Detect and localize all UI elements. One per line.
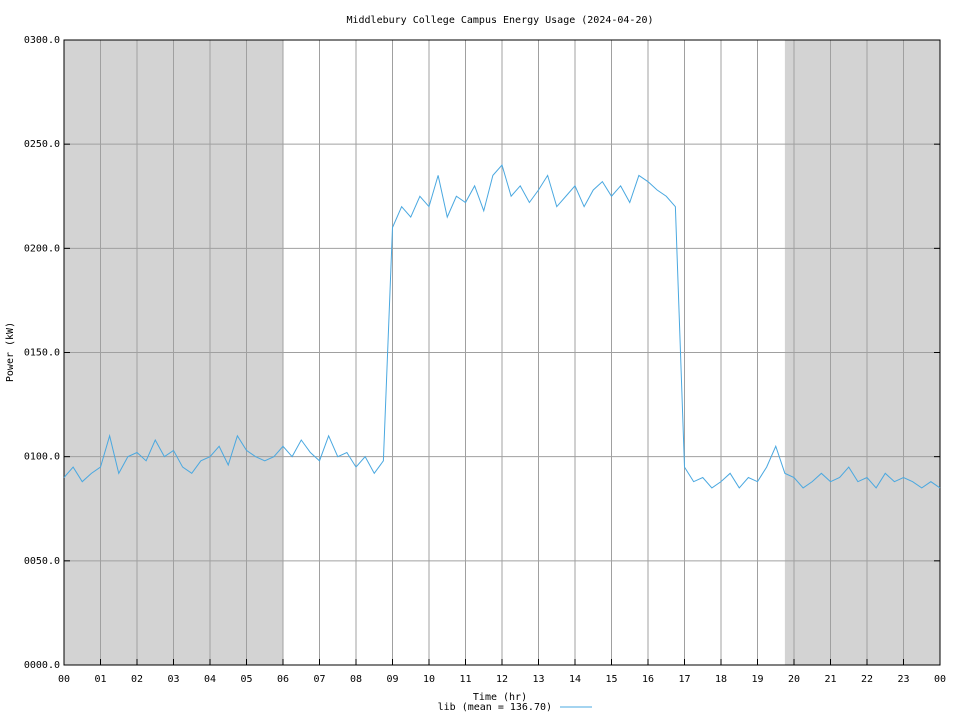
x-tick-label: 15 [605, 674, 617, 685]
x-tick-label: 23 [897, 674, 909, 685]
x-tick-label: 12 [496, 674, 508, 685]
legend-label: lib (mean = 136.70) [438, 702, 552, 713]
x-tick-label: 13 [532, 674, 544, 685]
y-tick-label: 0050.0 [24, 556, 60, 567]
x-axis-label: Time (hr) [473, 692, 527, 703]
x-tick-label: 22 [861, 674, 873, 685]
x-tick-label: 08 [350, 674, 362, 685]
y-tick-label: 0300.0 [24, 35, 60, 46]
x-tick-label: 00 [934, 674, 946, 685]
x-tick-label: 20 [788, 674, 800, 685]
x-tick-label: 00 [58, 674, 70, 685]
y-axis-label: Power (kW) [5, 322, 16, 382]
x-tick-label: 02 [131, 674, 143, 685]
y-tick-label: 0100.0 [24, 452, 60, 463]
x-tick-label: 03 [167, 674, 179, 685]
y-tick-label: 0150.0 [24, 348, 60, 359]
y-tick-label: 0250.0 [24, 139, 60, 150]
x-tick-label: 19 [751, 674, 763, 685]
x-tick-label: 14 [569, 674, 581, 685]
x-tick-label: 18 [715, 674, 727, 685]
y-tick-label: 0200.0 [24, 243, 60, 254]
x-tick-label: 09 [386, 674, 398, 685]
series-line [63, 163, 941, 489]
x-tick-label: 07 [313, 674, 325, 685]
x-tick-label: 04 [204, 674, 216, 685]
x-tick-label: 17 [678, 674, 690, 685]
x-tick-label: 10 [423, 674, 435, 685]
x-tick-label: 06 [277, 674, 289, 685]
x-tick-label: 05 [240, 674, 252, 685]
x-tick-label: 16 [642, 674, 654, 685]
chart-title: Middlebury College Campus Energy Usage (… [346, 15, 653, 26]
x-tick-label: 01 [94, 674, 106, 685]
y-tick-label: 0000.0 [24, 660, 60, 671]
x-tick-label: 11 [459, 674, 471, 685]
plot-frame [63, 39, 941, 666]
x-tick-label: 21 [824, 674, 836, 685]
